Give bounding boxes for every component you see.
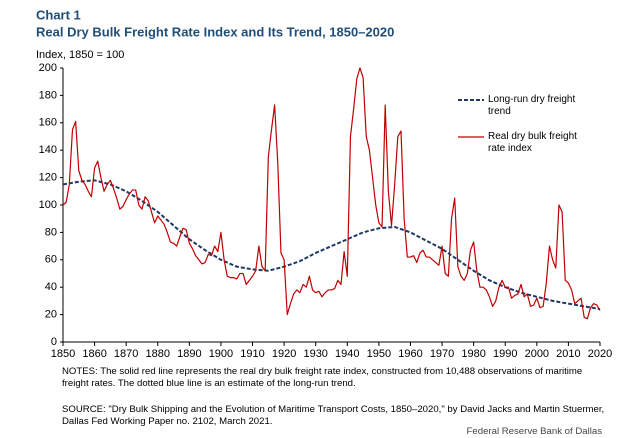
x-tick-label: 1940 [335, 348, 359, 360]
x-tick-label: 2020 [588, 348, 612, 360]
y-tick-label: 100 [39, 199, 57, 211]
x-tick-label: 1900 [209, 348, 233, 360]
y-tick-label: 60 [45, 254, 57, 266]
y-tick-label: 20 [45, 309, 57, 321]
x-tick-label: 1870 [114, 348, 138, 360]
x-tick-label: 2000 [525, 348, 549, 360]
x-tick-label: 1950 [367, 348, 391, 360]
series-line [62, 67, 601, 320]
x-tick-label: 1920 [272, 348, 296, 360]
y-tick-label: 40 [45, 281, 57, 293]
y-tick-label: 200 [39, 62, 57, 74]
y-tick-label: 140 [39, 144, 57, 156]
x-tick-label: 2010 [556, 348, 580, 360]
source: SOURCE: "Dry Bulk Shipping and the Evolu… [62, 404, 605, 427]
x-tick-label: 1860 [82, 348, 106, 360]
chart-title: Real Dry Bulk Freight Rate Index and Its… [36, 24, 394, 39]
x-tick-label: 1970 [430, 348, 454, 360]
legend-label: Real dry bulk freight rate index [488, 131, 577, 154]
x-tick-label: 1930 [303, 348, 327, 360]
chart-label: Chart 1 [36, 7, 81, 22]
x-tick-label: 1890 [177, 348, 201, 360]
x-tick-label: 1990 [493, 348, 517, 360]
y-axis-label: Index, 1850 = 100 [36, 49, 124, 61]
x-tick-label: 1850 [51, 348, 75, 360]
y-tick-label: 120 [39, 172, 57, 184]
footer: Federal Reserve Bank of Dallas [466, 426, 602, 437]
legend-label: Long-run dry freight trend [488, 94, 576, 117]
x-tick-label: 1960 [398, 348, 422, 360]
x-tick-label: 1910 [240, 348, 264, 360]
notes: NOTES: The solid red line represents the… [62, 366, 583, 389]
y-tick-label: 80 [45, 226, 57, 238]
x-tick-label: 1880 [146, 348, 170, 360]
series-line [62, 179, 601, 311]
x-tick-label: 1980 [461, 348, 485, 360]
y-tick-label: 160 [39, 117, 57, 129]
y-tick-label: 180 [39, 89, 57, 101]
y-tick-label: 0 [51, 336, 57, 348]
